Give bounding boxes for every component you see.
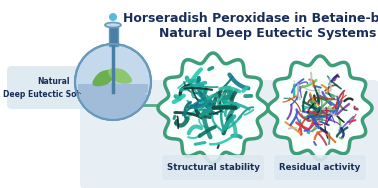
FancyBboxPatch shape bbox=[162, 155, 264, 180]
Wedge shape bbox=[78, 82, 148, 119]
Text: Structural stability: Structural stability bbox=[167, 164, 259, 173]
FancyBboxPatch shape bbox=[80, 80, 378, 188]
Ellipse shape bbox=[105, 23, 121, 27]
Polygon shape bbox=[108, 68, 132, 84]
Text: Horseradish Peroxidase in Betaine-based: Horseradish Peroxidase in Betaine-based bbox=[123, 11, 378, 24]
Text: Natural Deep Eutectic Systems: Natural Deep Eutectic Systems bbox=[159, 27, 377, 40]
Bar bbox=[108, 27, 118, 46]
Polygon shape bbox=[268, 56, 372, 160]
FancyBboxPatch shape bbox=[7, 66, 99, 109]
Bar bbox=[78, 84, 148, 92]
Polygon shape bbox=[92, 70, 116, 86]
Circle shape bbox=[75, 44, 151, 120]
Polygon shape bbox=[158, 53, 268, 163]
Circle shape bbox=[109, 13, 117, 21]
Text: Natural
Deep Eutectic Solvents: Natural Deep Eutectic Solvents bbox=[3, 77, 103, 99]
Text: Residual activity: Residual activity bbox=[279, 164, 361, 173]
FancyBboxPatch shape bbox=[274, 155, 366, 180]
